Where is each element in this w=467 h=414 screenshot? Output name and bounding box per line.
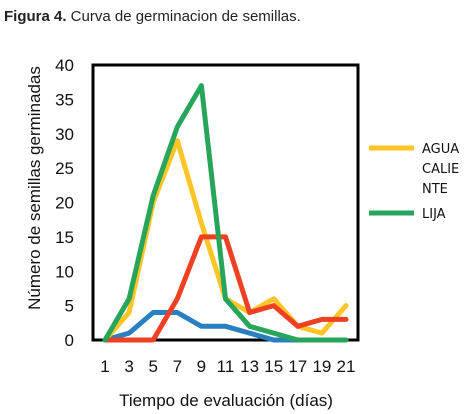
x-tick-label: 13 <box>240 357 259 376</box>
plot-frame <box>91 63 360 342</box>
x-axis-title: Tiempo de evaluación (días) <box>119 391 333 410</box>
y-tick-label: 30 <box>55 125 74 144</box>
y-axis-title: Número de semillas germinadas <box>25 66 44 310</box>
series-line-3 <box>102 234 349 343</box>
x-tick-label: 19 <box>312 357 331 376</box>
x-tick-label: 7 <box>173 357 182 376</box>
x-tick-label: 11 <box>217 357 235 376</box>
y-tick-label: 10 <box>55 262 74 281</box>
x-tick-label: 1 <box>100 357 109 376</box>
y-tick-label: 40 <box>55 56 74 75</box>
x-tick-label: 3 <box>124 357 133 376</box>
series-line-4 <box>102 310 349 343</box>
figure-number: Figura 4. <box>4 8 67 25</box>
y-axis-ticks: 0 5 10 15 20 25 30 35 40 <box>55 56 74 350</box>
y-tick-label: 5 <box>65 297 74 316</box>
legend-label: LIJA <box>422 207 446 222</box>
y-tick-label: 15 <box>55 228 74 247</box>
legend: AGUA CALIE NTE LIJA <box>369 142 459 222</box>
legend-label: AGUA CALIE NTE <box>422 142 459 197</box>
series-lines <box>102 83 349 343</box>
x-tick-label: 5 <box>148 357 157 376</box>
y-tick-label: 35 <box>55 90 74 109</box>
x-tick-label: 9 <box>197 357 206 376</box>
y-tick-label: 25 <box>55 159 74 178</box>
x-tick-label: 15 <box>264 357 283 376</box>
figure-caption-text: Curva de germinacion de semillas. <box>66 8 301 25</box>
x-tick-label: 17 <box>288 357 307 376</box>
x-tick-label: 21 <box>337 357 356 376</box>
y-tick-label: 20 <box>55 194 74 213</box>
series-line-2 <box>102 83 349 343</box>
x-axis-ticks: 1 3 5 7 9 11 13 15 17 19 21 <box>100 357 355 376</box>
figure-caption: Figura 4. Curva de germinacion de semill… <box>4 8 301 25</box>
y-tick-label: 0 <box>65 331 74 350</box>
